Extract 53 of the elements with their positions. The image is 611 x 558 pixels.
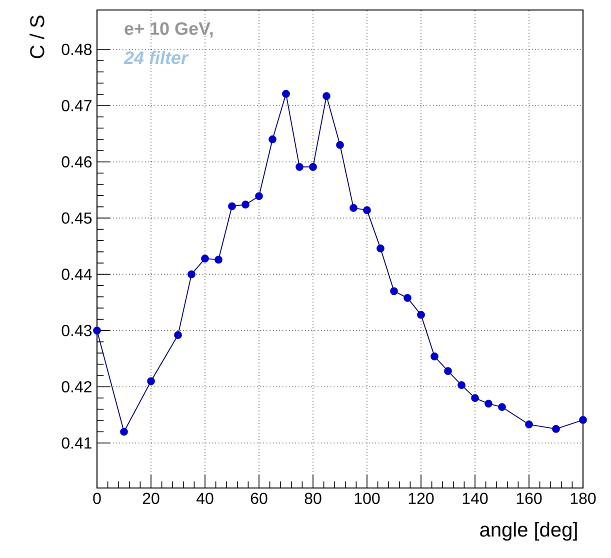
x-axis-title: angle [deg] xyxy=(480,522,577,541)
y-tick-label: 0.48 xyxy=(62,44,92,56)
point xyxy=(430,352,438,360)
point xyxy=(579,416,587,424)
point xyxy=(376,244,384,252)
annotation: 24 filter xyxy=(124,50,189,64)
point xyxy=(268,135,276,144)
point xyxy=(471,394,479,402)
x-tick-label: 180 xyxy=(570,492,596,504)
x-tick-label: 80 xyxy=(304,492,322,504)
point xyxy=(322,92,330,100)
point xyxy=(309,162,317,171)
point xyxy=(350,204,358,212)
x-tick-label: 0 xyxy=(93,492,101,504)
point xyxy=(201,254,209,263)
x-tick-label: 140 xyxy=(462,492,488,504)
point xyxy=(147,377,155,386)
x-tick-label: 60 xyxy=(250,492,268,504)
y-axis-title: C / S xyxy=(30,16,44,58)
y-tick-label: 0.43 xyxy=(62,324,92,336)
point xyxy=(174,331,182,339)
point xyxy=(484,400,492,408)
point xyxy=(120,428,128,436)
point xyxy=(390,287,398,296)
point xyxy=(93,326,101,334)
x-tick-label: 120 xyxy=(408,492,434,504)
x-tick-label: 160 xyxy=(516,492,542,504)
x-tick-label: 20 xyxy=(142,492,160,504)
y-tick-label: 0.44 xyxy=(62,268,92,280)
point xyxy=(296,162,304,171)
point xyxy=(404,294,412,302)
point xyxy=(255,192,263,200)
y-tick-label: 0.46 xyxy=(62,156,92,168)
point xyxy=(242,200,250,209)
point xyxy=(525,420,533,428)
point xyxy=(363,206,371,214)
y-tick-label: 0.42 xyxy=(62,381,92,392)
x-tick-label: 40 xyxy=(196,492,214,504)
y-tick-label: 0.47 xyxy=(62,100,92,112)
point xyxy=(458,381,466,390)
point xyxy=(188,270,196,278)
point xyxy=(498,403,506,411)
annotation: e+ 10 GeV, xyxy=(124,22,213,38)
point xyxy=(552,425,560,433)
point xyxy=(228,202,236,210)
x-tick-label: 100 xyxy=(354,492,380,504)
point xyxy=(417,310,425,319)
y-tick-label: 0.41 xyxy=(62,437,92,449)
y-tick-label: 0.45 xyxy=(62,212,92,224)
point xyxy=(336,141,344,149)
point xyxy=(214,256,222,264)
point xyxy=(444,367,452,375)
point xyxy=(282,90,290,98)
